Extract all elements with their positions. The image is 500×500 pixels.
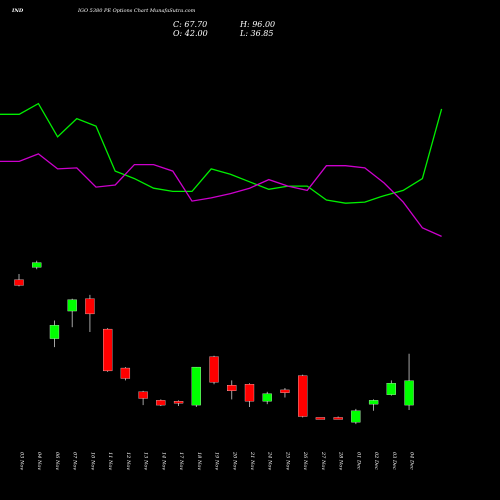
indicator-lines	[0, 102, 443, 237]
candle-body	[32, 262, 42, 268]
candle-body	[333, 417, 343, 420]
x-tick-label: 19 Nov	[214, 452, 220, 470]
symbol-label: IND	[12, 8, 24, 14]
x-tick-label: 02 Dec	[373, 452, 379, 470]
candle-17-nov	[173, 400, 184, 407]
x-tick-label: 25 Nov	[284, 451, 290, 470]
close-readout: C: 67.70	[173, 20, 208, 29]
candle-03-dec	[386, 380, 396, 396]
candle-body	[244, 384, 255, 402]
x-tick-label: 03 Nov	[19, 452, 25, 470]
x-tick-label: 18 Nov	[196, 452, 202, 470]
candle-21-nov	[244, 383, 255, 407]
high-readout: H: 96.00	[240, 20, 276, 29]
x-tick-label: 20 Nov	[231, 451, 237, 470]
candle-body	[404, 380, 414, 406]
candle-body	[120, 367, 131, 379]
x-tick-label: 07 Nov	[72, 452, 78, 470]
candlesticks	[14, 260, 414, 425]
candle-10-nov	[85, 294, 95, 332]
candle-06-nov	[49, 320, 60, 348]
x-tick-label: 28 Nov	[338, 451, 344, 470]
candle-14-nov	[156, 399, 166, 407]
candle-20-nov	[227, 380, 237, 400]
candle-04-nov	[32, 260, 42, 270]
candle-24-nov	[262, 391, 272, 405]
low-readout: L: 36.85	[240, 29, 274, 38]
candle-body	[280, 389, 290, 393]
candle-03-nov	[14, 274, 24, 287]
x-tick-label: 11 Nov	[107, 452, 113, 470]
x-tick-label: 12 Nov	[125, 452, 131, 470]
candle-body	[156, 400, 166, 406]
chart-description: IGO 5380 PE Options Chart MunafaSutra.co…	[78, 8, 196, 14]
open-readout: O: 42.00	[173, 29, 208, 38]
candle-body	[138, 391, 148, 399]
x-tick-label: 27 Nov	[320, 451, 326, 470]
x-tick-label: 26 Nov	[302, 451, 308, 470]
candle-28-nov	[333, 416, 343, 420]
candle-27-nov	[315, 417, 326, 420]
candle-body	[368, 400, 379, 405]
x-tick-label: 04 Dec	[409, 452, 415, 470]
candle-body	[67, 299, 77, 312]
candle-07-nov	[67, 298, 77, 328]
candle-body	[262, 393, 272, 402]
candle-02-dec	[368, 399, 379, 411]
green-line-series	[0, 102, 443, 204]
x-tick-label: 21 Nov	[249, 451, 255, 470]
candle-body	[298, 375, 308, 417]
candle-body	[351, 410, 361, 423]
candle-body	[386, 383, 396, 395]
candle-26-nov	[298, 374, 308, 418]
x-tick-label: 24 Nov	[267, 451, 273, 470]
x-tick-label: 13 Nov	[143, 452, 149, 470]
x-tick-label: 06 Nov	[54, 452, 60, 470]
candle-body	[14, 279, 24, 286]
x-tick-label: 01 Dec	[355, 452, 361, 470]
x-tick-label: 03 Dec	[391, 452, 397, 470]
candle-body	[315, 417, 326, 420]
magenta-line-series	[0, 153, 442, 237]
candle-body	[191, 366, 201, 406]
candle-19-nov	[209, 355, 219, 385]
candle-body	[209, 356, 219, 383]
candle-body	[227, 384, 237, 391]
candle-11-nov	[103, 328, 113, 372]
candle-body	[85, 298, 95, 315]
x-tick-label: 17 Nov	[178, 452, 184, 470]
x-tick-label: 14 Nov	[160, 452, 166, 470]
candle-04-dec	[404, 353, 414, 410]
candle-18-nov	[191, 366, 201, 407]
x-tick-label: 10 Nov	[89, 452, 95, 470]
candle-12-nov	[120, 367, 131, 381]
x-axis-labels: 03 Nov 04 Nov 06 Nov 07 Nov 10 Nov 11 Nov 12 N…	[19, 451, 415, 470]
candle-13-nov	[138, 390, 148, 406]
candle-01-dec	[351, 408, 361, 425]
candle-25-nov	[280, 388, 290, 398]
x-tick-label: 04 Nov	[36, 452, 42, 470]
candle-body	[173, 401, 184, 404]
candle-body	[103, 328, 113, 372]
candle-body	[49, 325, 60, 339]
